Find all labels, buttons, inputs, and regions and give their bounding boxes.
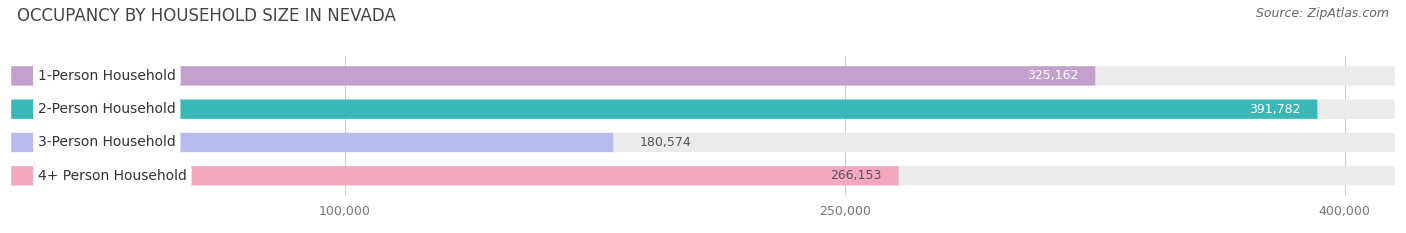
- Text: 2-Person Household: 2-Person Household: [38, 102, 176, 116]
- FancyBboxPatch shape: [11, 133, 613, 152]
- Text: 180,574: 180,574: [640, 136, 692, 149]
- Text: 266,153: 266,153: [831, 169, 882, 182]
- FancyBboxPatch shape: [11, 99, 1317, 119]
- FancyBboxPatch shape: [11, 66, 1395, 86]
- Text: 325,162: 325,162: [1028, 69, 1078, 82]
- Text: 1-Person Household: 1-Person Household: [38, 69, 176, 83]
- FancyBboxPatch shape: [11, 166, 1395, 185]
- Text: 4+ Person Household: 4+ Person Household: [38, 169, 187, 183]
- FancyBboxPatch shape: [11, 166, 898, 185]
- FancyBboxPatch shape: [11, 66, 1095, 86]
- Text: 391,782: 391,782: [1249, 103, 1301, 116]
- FancyBboxPatch shape: [11, 99, 1395, 119]
- Text: OCCUPANCY BY HOUSEHOLD SIZE IN NEVADA: OCCUPANCY BY HOUSEHOLD SIZE IN NEVADA: [17, 7, 395, 25]
- Text: 3-Person Household: 3-Person Household: [38, 135, 176, 149]
- Text: Source: ZipAtlas.com: Source: ZipAtlas.com: [1256, 7, 1389, 20]
- FancyBboxPatch shape: [11, 133, 1395, 152]
